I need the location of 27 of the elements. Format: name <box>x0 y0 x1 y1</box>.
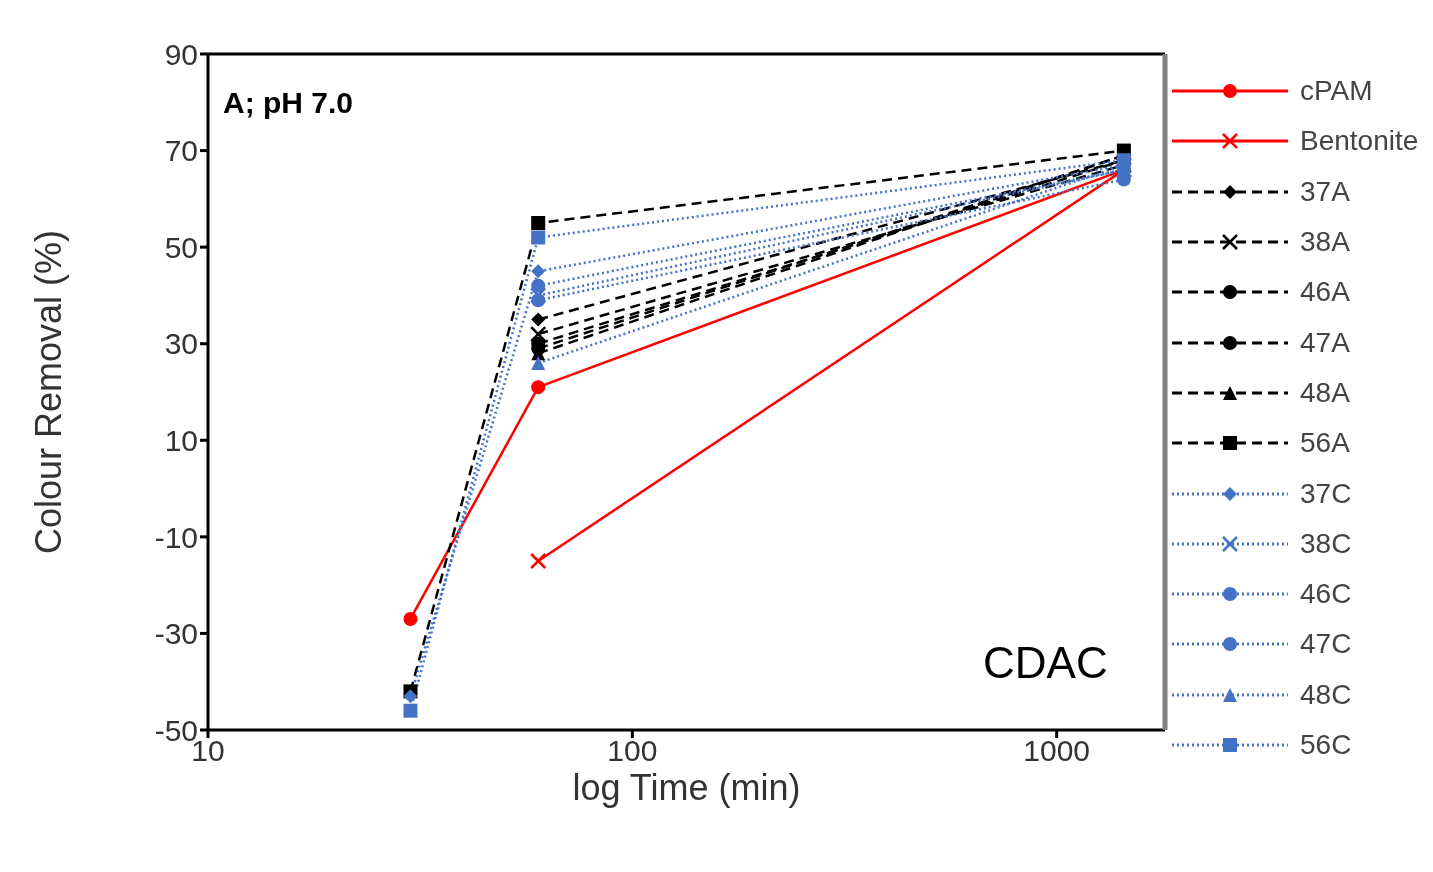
x-axis-title: log Time (min) <box>572 767 801 808</box>
legend-label: 48C <box>1300 678 1352 711</box>
legend-label: 38A <box>1300 226 1350 259</box>
legend-label: 56C <box>1300 729 1352 761</box>
x-tick-label: 100 <box>607 734 658 768</box>
y-axis-title: Colour Removal (%) <box>27 229 69 555</box>
annotation: A; pH 7.0 <box>223 86 354 120</box>
legend-label: 47C <box>1300 628 1352 661</box>
legend-label: 47A <box>1300 326 1350 359</box>
annotation: CDAC <box>983 638 1108 688</box>
legend-label: 38C <box>1300 527 1352 560</box>
legend-label: 37C <box>1300 477 1352 510</box>
y-tick-label: 10 <box>164 423 198 457</box>
y-tick-label: 90 <box>164 37 198 71</box>
y-tick-label: -30 <box>154 617 198 651</box>
y-tick-label: 50 <box>164 230 198 264</box>
y-tick-label: -10 <box>154 520 198 554</box>
y-tick-label: 30 <box>164 327 198 361</box>
x-tick-label: 1000 <box>1023 734 1091 768</box>
legend-label: 56A <box>1300 427 1350 460</box>
legend-label: 37A <box>1300 175 1350 208</box>
legend-label: cPAM <box>1300 75 1373 108</box>
legend-label: Bentonite <box>1300 125 1419 158</box>
legend-label: 46A <box>1300 276 1350 309</box>
legend-label: 46C <box>1300 578 1352 611</box>
legend-label: 48A <box>1300 376 1350 409</box>
y-tick-label: 70 <box>164 134 198 168</box>
